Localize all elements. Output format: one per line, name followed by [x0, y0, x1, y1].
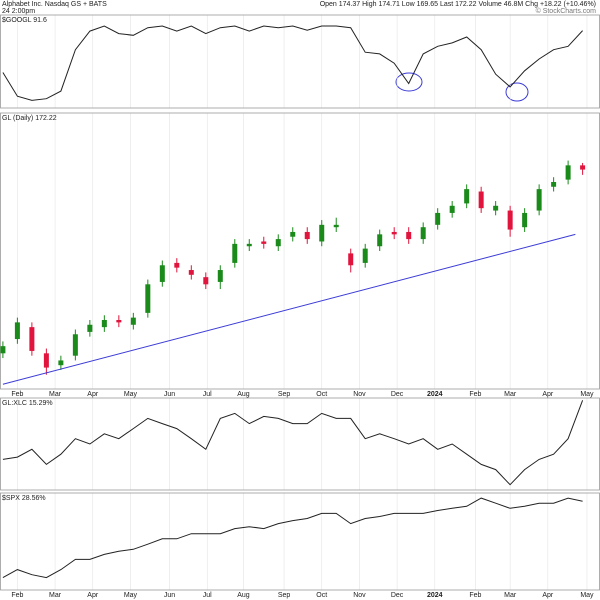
candle-body	[304, 231, 310, 240]
candle-body	[14, 322, 20, 340]
highlight-circle	[505, 82, 529, 102]
candle-body	[101, 320, 107, 328]
panel-title: GL (Daily) 172.22	[2, 115, 57, 122]
x-tick-label: Mar	[49, 391, 62, 398]
candle-body	[159, 265, 165, 282]
x-tick-label: Oct	[316, 592, 327, 599]
company-name: Alphabet Inc. Nasdaq GS + BATS	[2, 1, 107, 8]
candle-body	[522, 212, 528, 228]
candle-body	[478, 191, 484, 209]
x-tick-label: Mar	[504, 391, 517, 398]
x-tick-label: May	[580, 391, 594, 398]
x-tick-label: Jul	[203, 391, 212, 398]
candle-body	[435, 212, 441, 225]
candle-body	[362, 248, 368, 263]
candle-body	[188, 270, 194, 275]
candle-body	[261, 241, 267, 244]
x-tick-label: Apr	[542, 391, 554, 398]
x-tick-label: Mar	[49, 592, 62, 599]
candle-body	[29, 327, 35, 351]
candle-body	[464, 189, 470, 204]
candle-body	[87, 324, 93, 332]
candle-body	[507, 210, 513, 230]
x-tick-label: Nov	[353, 391, 366, 398]
highlight-circle	[395, 72, 423, 92]
indicator-line	[2, 25, 583, 101]
indicator-line	[2, 400, 584, 486]
candle-body	[449, 205, 455, 213]
candle-body	[246, 243, 252, 247]
candle-body	[493, 205, 499, 211]
x-tick-label: Feb	[469, 592, 481, 599]
candle-body	[551, 182, 557, 187]
x-tick-label: Nov	[353, 592, 366, 599]
candle-body	[391, 231, 397, 235]
x-tick-label: 2024	[427, 391, 443, 398]
quote: Open 174.37 High 174.71 Low 169.65 Last …	[320, 1, 596, 8]
x-tick-label: Aug	[237, 592, 250, 599]
candle-body	[130, 317, 136, 325]
panel-frame	[0, 492, 600, 591]
x-tick-label: Sep	[278, 391, 291, 398]
panel-title: $GOOGL 91.6	[2, 17, 47, 24]
x-tick-label: May	[580, 592, 594, 599]
candle-body	[420, 227, 426, 240]
candle-body	[72, 334, 78, 356]
x-tick-label: Oct	[316, 391, 327, 398]
panel-frame	[0, 14, 600, 109]
x-tick-label: Jun	[164, 592, 175, 599]
candle-body	[116, 320, 122, 323]
x-tick-label: May	[124, 391, 138, 398]
candle-body	[275, 239, 281, 247]
trendline	[2, 233, 576, 385]
x-tick-label: Dec	[391, 592, 404, 599]
x-tick-label: Apr	[87, 391, 99, 398]
x-tick-label: Sep	[278, 592, 291, 599]
x-tick-label: Mar	[504, 592, 517, 599]
candle-body	[333, 224, 339, 228]
candle-body	[348, 253, 354, 266]
panel-title: GL:XLC 15.29%	[2, 400, 53, 407]
x-tick-label: Jun	[164, 391, 175, 398]
x-tick-label: Apr	[87, 592, 99, 599]
candle-body	[217, 270, 223, 282]
x-tick-label: Feb	[11, 592, 23, 599]
candle-body	[377, 234, 383, 247]
x-tick-label: May	[124, 592, 138, 599]
candle-body	[580, 165, 586, 170]
candle-body	[565, 165, 571, 180]
panel-title: $SPX 28.56%	[2, 495, 46, 502]
candle-body	[232, 243, 238, 263]
x-tick-label: Feb	[469, 391, 481, 398]
credit: © StockCharts.com	[536, 7, 597, 15]
candle-body	[290, 231, 296, 237]
panel-frame	[0, 112, 600, 390]
candle-body	[145, 284, 151, 313]
timestamp: 24 2:00pm	[2, 8, 35, 15]
x-tick-label: Feb	[11, 391, 23, 398]
candle-body	[174, 262, 180, 268]
candle-body	[536, 189, 542, 211]
x-tick-label: Dec	[391, 391, 404, 398]
x-tick-label: Jul	[203, 592, 212, 599]
candle-body	[406, 231, 412, 240]
indicator-line	[2, 497, 583, 579]
candle-body	[0, 346, 6, 354]
candle-body	[319, 224, 325, 242]
x-tick-label: Apr	[542, 592, 554, 599]
x-tick-label: 2024	[427, 592, 443, 599]
candle-body	[58, 360, 64, 366]
candle-body	[43, 353, 49, 368]
candle-body	[203, 277, 209, 285]
x-tick-label: Aug	[237, 391, 250, 398]
